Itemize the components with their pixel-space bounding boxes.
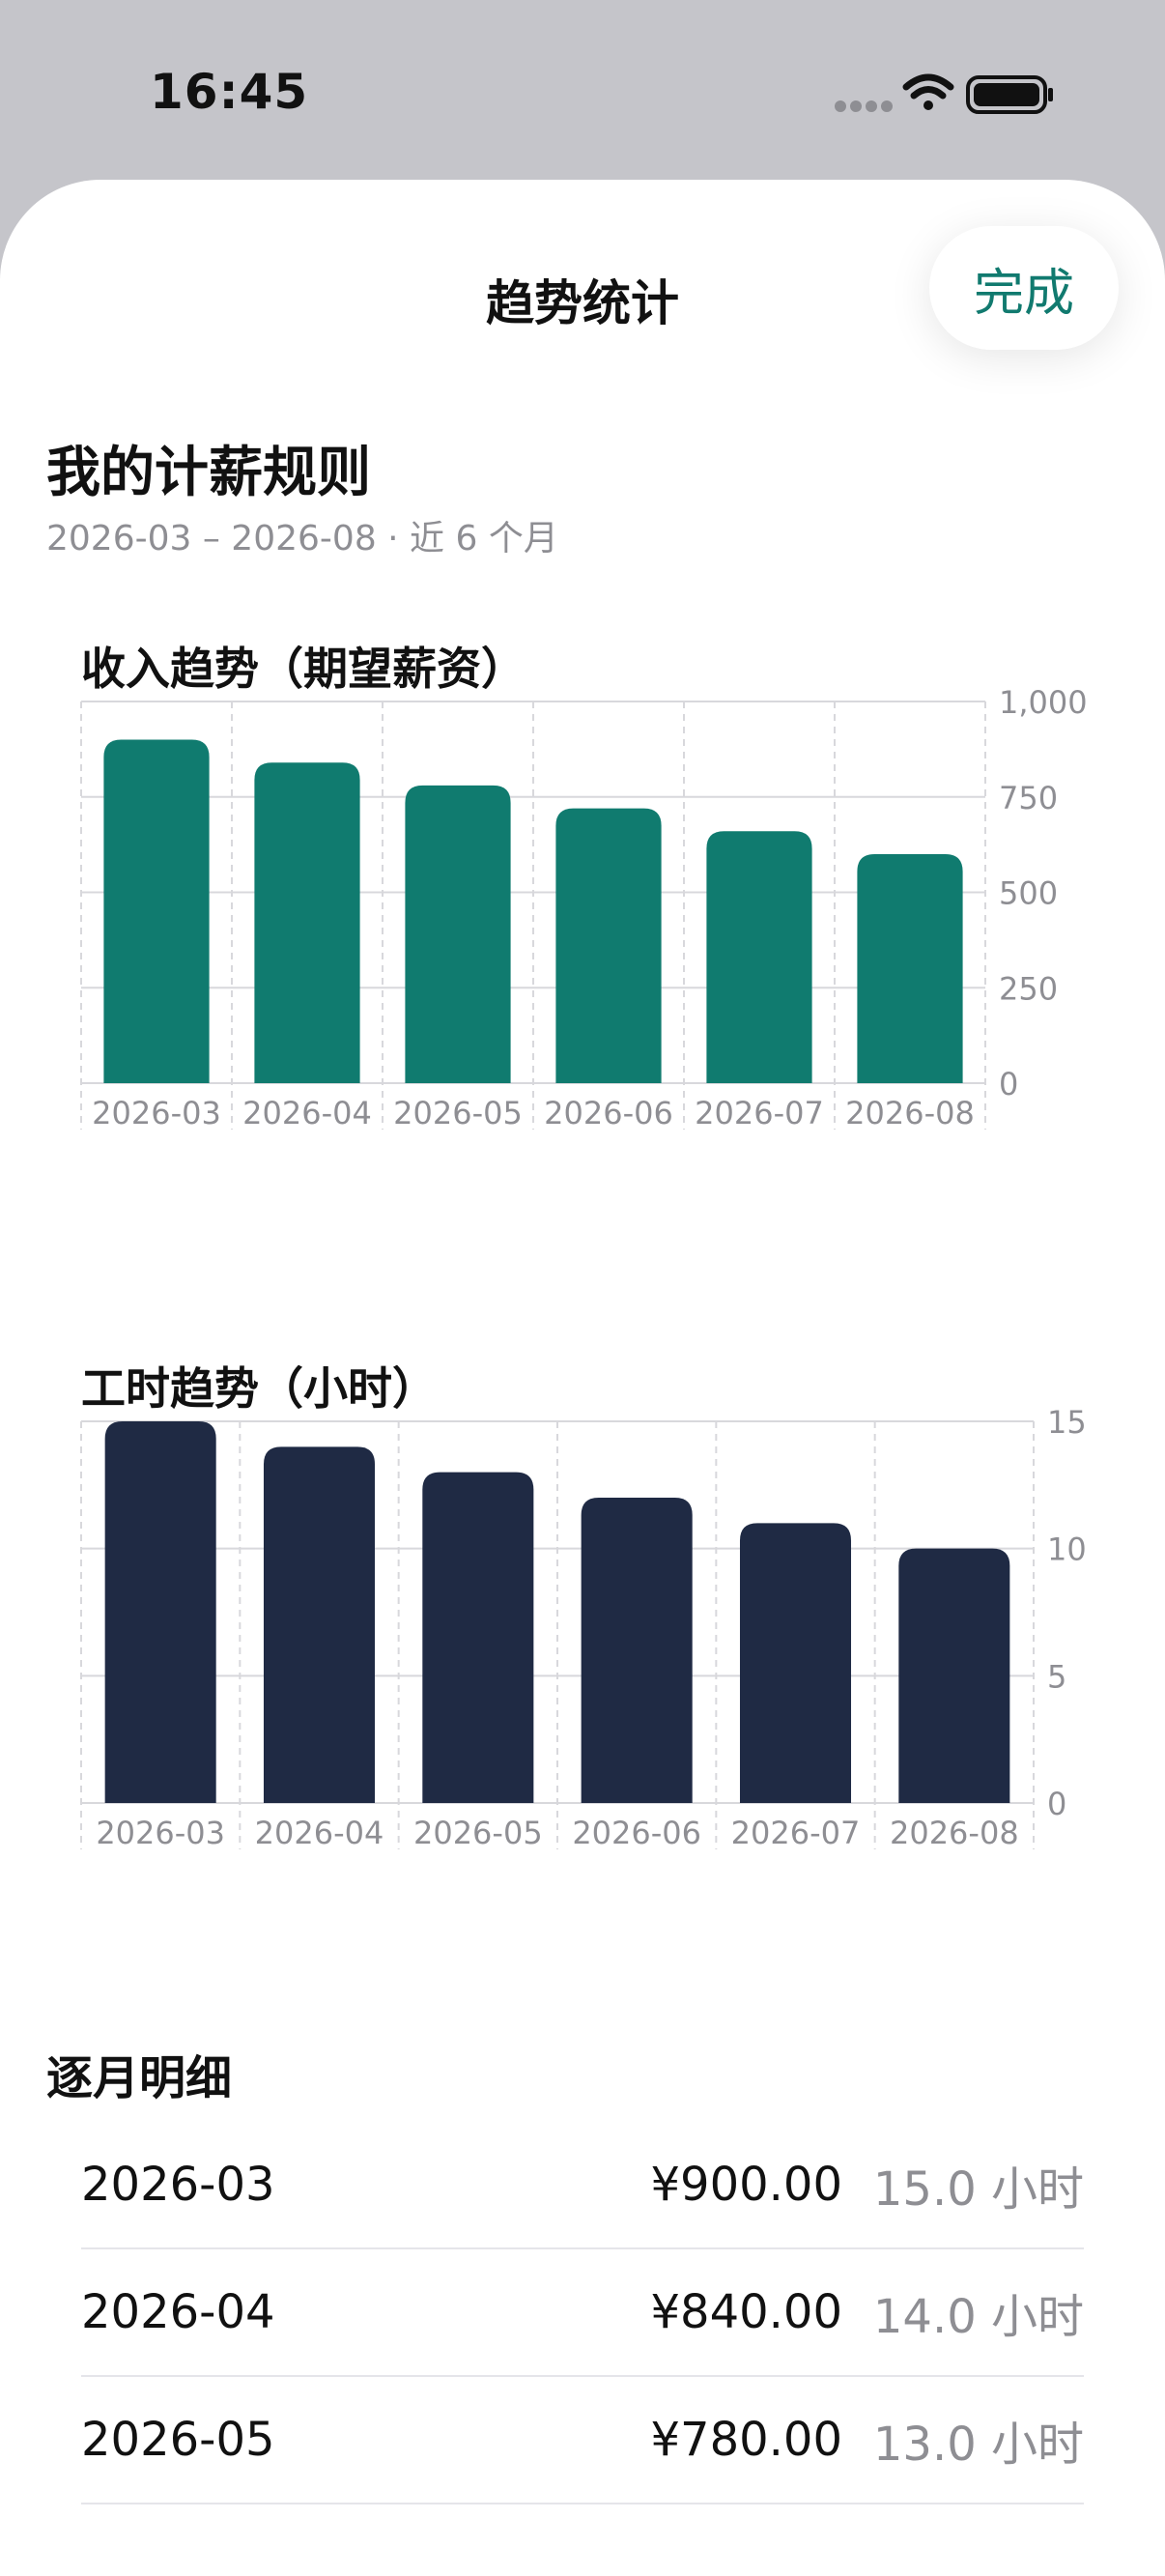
income-chart: 0 250 500 750 1,000 2026-03 2026-04 2026-05 2026…	[80, 684, 1088, 1131]
detail-month: 2026-05	[81, 2413, 275, 2467]
status-bar: 16:45	[0, 0, 1165, 180]
y-tick-label: 250	[999, 970, 1058, 1007]
x-tick-label: 2026-07	[695, 1095, 824, 1131]
y-tick-label: 0	[999, 1066, 1018, 1102]
signal-dots-icon	[835, 100, 893, 112]
bar	[555, 808, 662, 1083]
x-tick-label: 2026-07	[731, 1815, 861, 1851]
x-tick-label: 2026-05	[413, 1815, 543, 1851]
detail-month: 2026-04	[81, 2285, 275, 2339]
trend-sheet: 趋势统计 完成 我的计薪规则 2026-03 – 2026-08 · 近 6 个…	[0, 180, 1165, 2576]
list-item: 2026-04 ¥840.00 14.0 小时	[81, 2249, 1084, 2377]
detail-income: ¥780.00	[650, 2413, 843, 2467]
details-list: 2026-03 ¥900.00 15.0 小时 2026-04 ¥840.00 …	[81, 2122, 1084, 2504]
bar	[857, 854, 963, 1083]
x-tick-label: 2026-06	[572, 1815, 701, 1851]
details-title: 逐月明细	[46, 2051, 233, 2105]
y-tick-label: 500	[999, 875, 1058, 912]
y-tick-label: 5	[1047, 1658, 1066, 1695]
x-tick-label: 2026-08	[890, 1815, 1019, 1851]
detail-income: ¥900.00	[650, 2158, 843, 2212]
bar	[103, 739, 210, 1083]
detail-hours: 13.0 小时	[872, 2418, 1084, 2472]
bar	[739, 1523, 852, 1803]
nav-title: 趋势统计	[486, 275, 679, 331]
x-tick-label: 2026-04	[255, 1815, 384, 1851]
detail-hours: 15.0 小时	[872, 2162, 1084, 2217]
y-tick-label: 15	[1047, 1404, 1087, 1441]
bar	[581, 1498, 693, 1803]
bar	[706, 831, 812, 1083]
x-tick-label: 2026-08	[845, 1095, 975, 1131]
bar	[898, 1548, 1010, 1803]
x-tick-label: 2026-06	[544, 1095, 673, 1131]
bar	[422, 1472, 534, 1803]
detail-income: ¥840.00	[650, 2285, 843, 2339]
bar	[263, 1446, 376, 1803]
x-tick-label: 2026-03	[96, 1815, 225, 1851]
list-item: 2026-05 ¥780.00 13.0 小时	[81, 2377, 1084, 2504]
x-tick-label: 2026-03	[92, 1095, 221, 1131]
rule-subtitle: 2026-03 – 2026-08 · 近 6 个月	[46, 519, 558, 558]
y-tick-label: 10	[1047, 1531, 1087, 1568]
hours-chart: 0 5 10 15 2026-03 2026-04 2026-05 2026-06 2026-0…	[80, 1404, 1087, 1851]
income-chart-title: 收入趋势（期望薪资）	[81, 643, 526, 695]
battery-icon	[966, 75, 1053, 114]
wifi-icon	[902, 73, 954, 110]
y-tick-label: 1,000	[999, 684, 1088, 721]
x-tick-label: 2026-04	[242, 1095, 372, 1131]
bar	[405, 785, 511, 1083]
bar	[104, 1421, 216, 1803]
x-tick-label: 2026-05	[393, 1095, 523, 1131]
list-item: 2026-03 ¥900.00 15.0 小时	[81, 2122, 1084, 2249]
detail-hours: 14.0 小时	[872, 2290, 1084, 2344]
y-tick-label: 750	[999, 780, 1058, 816]
done-button[interactable]: 完成	[929, 226, 1119, 350]
bar	[254, 762, 360, 1083]
status-icons	[833, 70, 1065, 118]
y-tick-label: 0	[1047, 1786, 1066, 1822]
detail-month: 2026-03	[81, 2158, 275, 2212]
status-time: 16:45	[150, 64, 309, 120]
hours-chart-title: 工时趋势（小时）	[81, 1362, 437, 1415]
rule-title: 我的计薪规则	[46, 442, 371, 504]
